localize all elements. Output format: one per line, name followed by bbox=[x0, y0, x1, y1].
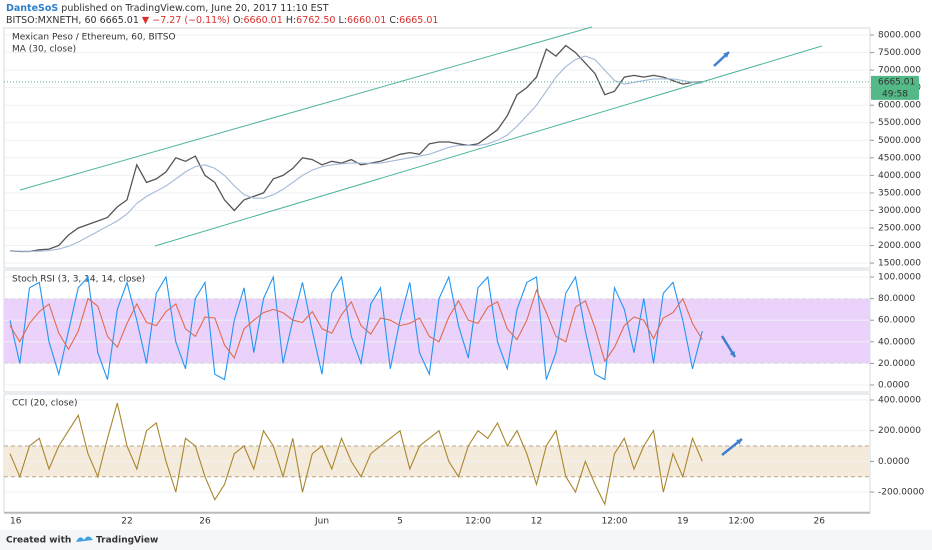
y-tick-label: 200.0000 bbox=[878, 426, 921, 436]
header-line-2: BITSO:MXNETH, 60 6665.01 ▼ −7.27 (−0.11%… bbox=[6, 15, 438, 26]
y-tick-label: 0.0000 bbox=[878, 380, 910, 390]
panes: 1500.000 2000.000 2500.000 3000.000 3500.000… bbox=[3, 27, 924, 527]
y-tick-label: 0.0000 bbox=[878, 457, 910, 467]
ohlc-value: 6660.01 bbox=[347, 15, 386, 26]
y-tick-label: 8000.000 bbox=[878, 31, 921, 41]
y-tick-label: 7500.000 bbox=[878, 48, 921, 58]
last-price-badge bbox=[871, 75, 919, 100]
countdown: 49:58 bbox=[882, 89, 908, 99]
pane-frame bbox=[3, 27, 871, 269]
footer-bar bbox=[0, 530, 932, 550]
author[interactable]: DanteSoS bbox=[6, 3, 58, 14]
y-tick-label: 2500.000 bbox=[878, 224, 921, 234]
arrow-head bbox=[729, 351, 735, 357]
footer-brand[interactable]: TradingView bbox=[96, 536, 158, 546]
x-tick-label: 12 bbox=[531, 517, 542, 527]
change: ▼ −7.27 (−0.11%) bbox=[142, 15, 230, 26]
y-tick-label: 4500.000 bbox=[878, 153, 921, 163]
y-tick-label: 3000.000 bbox=[878, 206, 921, 216]
ohlc-label: O: bbox=[233, 15, 244, 26]
x-tick-label: 12:00 bbox=[465, 517, 491, 527]
y-tick-label: 80.0000 bbox=[878, 294, 915, 304]
y-tick-label: 400.0000 bbox=[878, 395, 921, 405]
legend-entry: MA (30, close) bbox=[12, 45, 76, 55]
ohlc-value: 6665.01 bbox=[399, 15, 438, 26]
logo bbox=[76, 536, 93, 542]
x-tick-label: 22 bbox=[121, 517, 132, 527]
last-price-label: 6665.01 bbox=[878, 77, 915, 87]
y-tick-label: 1500.000 bbox=[878, 259, 921, 269]
pane-title: CCI (20, close) bbox=[12, 399, 77, 409]
ohlc-label: H: bbox=[286, 15, 296, 26]
last: 6665.01 bbox=[100, 15, 139, 26]
y-tick-label: 20.0000 bbox=[878, 359, 915, 369]
y-tick-label: 5500.000 bbox=[878, 118, 921, 128]
symbol: BITSO:MXNETH, 60 bbox=[6, 15, 97, 26]
x-tick-label: 26 bbox=[199, 517, 211, 527]
y-tick-label: 2000.000 bbox=[878, 241, 921, 251]
x-tick-label: 19 bbox=[677, 517, 689, 527]
x-tick-label: 16 bbox=[10, 517, 22, 527]
x-tick-label: 12:00 bbox=[602, 517, 628, 527]
arrow-head bbox=[736, 439, 742, 445]
ohlc-label: C: bbox=[389, 15, 399, 26]
y-tick-label: 100.0000 bbox=[878, 273, 921, 283]
x-tick-label: 12:00 bbox=[728, 517, 754, 527]
x-tick-label: Jun bbox=[314, 517, 329, 527]
arrow-head bbox=[723, 52, 729, 58]
ohlc-value: 6660.01 bbox=[243, 15, 282, 26]
pane-title: Stoch RSI (3, 3, 14, 14, close) bbox=[12, 275, 145, 285]
series-line bbox=[9, 402, 703, 507]
x-tick-label: 5 bbox=[397, 517, 403, 527]
ohlc-label: L: bbox=[339, 15, 348, 26]
ohlc-value: 6762.50 bbox=[296, 15, 335, 26]
pane-title: Mexican Peso / Ethereum, 60, BITSO bbox=[12, 33, 176, 43]
footer-created: Created with bbox=[6, 536, 71, 546]
y-tick-label: 5000.000 bbox=[878, 136, 921, 146]
channel-lower bbox=[154, 45, 823, 247]
published: published on TradingView.com, June 20, 2… bbox=[61, 3, 328, 14]
y-tick-label: 40.0000 bbox=[878, 337, 915, 347]
channel-upper bbox=[19, 26, 593, 191]
series-line bbox=[9, 55, 703, 252]
series-line bbox=[9, 288, 703, 363]
y-tick-label: 4000.000 bbox=[878, 171, 921, 181]
series-line bbox=[9, 274, 703, 381]
y-tick-label: 3500.000 bbox=[878, 188, 921, 198]
y-tick-label: 6000.000 bbox=[878, 101, 921, 111]
x-tick-label: 26 bbox=[814, 517, 826, 527]
y-tick-label: 7000.000 bbox=[878, 66, 921, 76]
y-tick-label: 60.0000 bbox=[878, 316, 915, 326]
series-line bbox=[9, 44, 703, 253]
header-line-1: DanteSoS published on TradingView.com, J… bbox=[6, 3, 329, 14]
y-tick-label: -200.0000 bbox=[878, 488, 924, 498]
